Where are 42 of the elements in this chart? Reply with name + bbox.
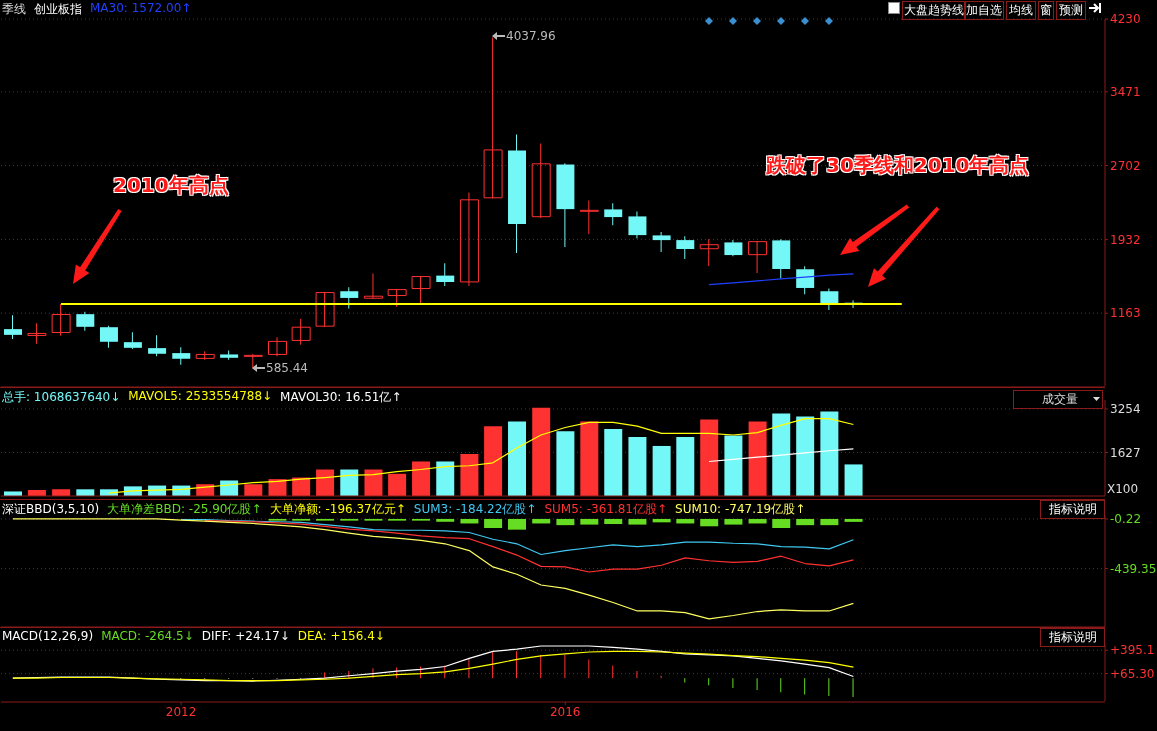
annotation: 2010年高点 (113, 172, 229, 199)
text: 均线 (1006, 1, 1036, 20)
annotation: 585.44 (266, 361, 308, 375)
text: MAVOL30: 16.51亿↑ (280, 389, 402, 406)
text: DIFF: +24.17↓ (201, 629, 290, 643)
chart-title: 创业板指 (34, 1, 82, 18)
text: MAVOL5: 2533554788↓ (128, 389, 273, 405)
y-tick-label: 1627 (1110, 445, 1141, 460)
text: DEA: +156.4↓ (297, 629, 385, 643)
annotation: 指标说明 (1040, 500, 1105, 519)
text: 大盘趋势线 (902, 1, 966, 20)
y-tick-label: 1932 (1110, 232, 1141, 247)
text: SUM5: -361.81亿股↑ (544, 501, 668, 518)
text: MA30: 1572.00↑ (90, 1, 192, 17)
text: 加自选 (964, 1, 1004, 20)
y-tick-label: 4230 (1110, 12, 1141, 27)
y-tick-label: +65.30 (1110, 666, 1155, 681)
y-tick-label: +395.1 (1110, 643, 1155, 658)
text: 预测 (1056, 1, 1086, 20)
text: MACD: -264.5↓ (101, 629, 194, 643)
text: 窗 (1038, 1, 1054, 20)
annotation: 大单净额: -196.37亿元↑ (269, 501, 406, 518)
annotation: 4037.96 (506, 29, 556, 43)
y-tick-label: 2702 (1110, 158, 1141, 173)
series-label: SUM3: -184.22亿股↑ (413, 501, 537, 518)
annotation: 跌破了30季线和2010年高点 (766, 152, 1030, 179)
x-tick-label: 2012 (165, 704, 197, 719)
text: 指标说明 (1040, 628, 1105, 647)
text: 总手: 1068637640↓ (2, 389, 121, 406)
chart-title: 深证BBD(3,5,10) (2, 501, 100, 518)
y-tick-label: 3254 (1110, 402, 1141, 417)
y-tick-label: -439.35 (1110, 561, 1157, 576)
chart-subtitle: 季线 (2, 1, 26, 18)
x-tick-label: 2016 (549, 704, 581, 719)
y-tick-label: 1163 (1110, 306, 1141, 321)
text: X100 (1107, 482, 1139, 496)
text: SUM10: -747.19亿股↑ (675, 501, 806, 518)
series-label: 大单净差BBD: -25.90亿股↑ (107, 501, 262, 518)
y-tick-label: 3471 (1110, 85, 1141, 100)
annotation: 成交量 (1013, 390, 1103, 409)
y-tick-label: -0.22 (1110, 512, 1142, 527)
chart-title: MACD(12,26,9) (2, 629, 94, 643)
